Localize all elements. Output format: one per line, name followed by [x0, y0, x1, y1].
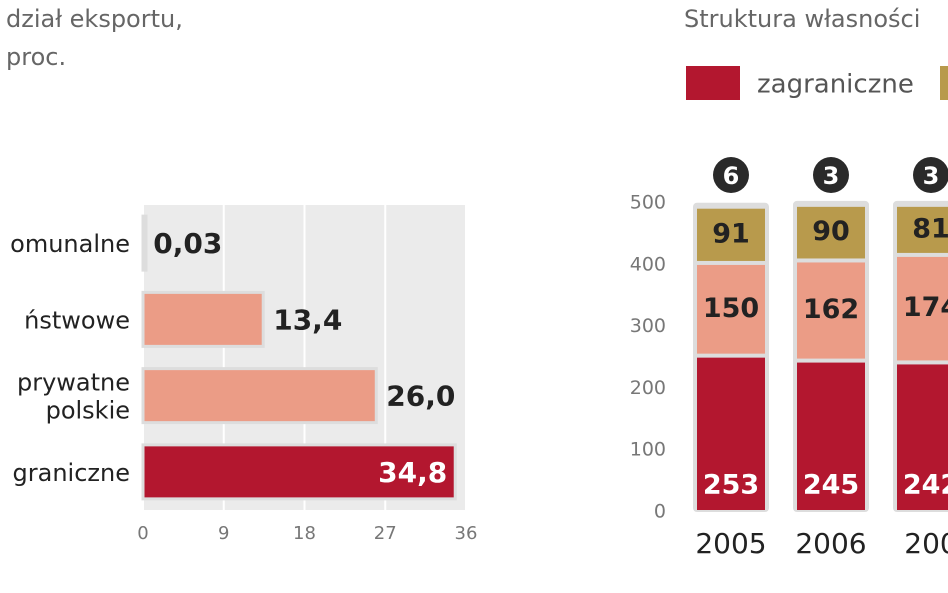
x-tick-label: 36 — [455, 523, 478, 544]
annotation-label: 3 — [923, 162, 940, 190]
segment-label: 90 — [812, 216, 850, 247]
segment-label: 253 — [703, 470, 759, 501]
category-label: ństwowe — [24, 306, 130, 334]
legend-swatch — [940, 66, 948, 100]
bar-segment — [697, 357, 765, 510]
y-tick-label: 300 — [630, 315, 666, 337]
x-tick-label: 18 — [293, 523, 316, 544]
y-tick-label: 500 — [630, 192, 666, 214]
x-tick-label: 27 — [374, 523, 397, 544]
bar-segment — [797, 262, 865, 359]
category-label: omunalne — [10, 230, 130, 258]
annotation-label: 3 — [823, 162, 840, 190]
bar — [141, 214, 148, 272]
value-label: 34,8 — [378, 456, 447, 489]
y-tick-label: 200 — [630, 377, 666, 399]
annotation-label: 6 — [723, 162, 740, 190]
legend-swatch — [686, 66, 740, 100]
bar-segment — [897, 206, 948, 253]
y-tick-label: 400 — [630, 253, 666, 275]
bar — [141, 367, 378, 425]
bar-segment — [897, 364, 948, 510]
y-tick-label: 100 — [630, 439, 666, 461]
annotation-badge — [813, 157, 849, 193]
annotation-badge — [713, 157, 749, 193]
bar-segment — [697, 264, 765, 354]
segment-label: 162 — [803, 294, 859, 325]
bar-segment — [797, 362, 865, 510]
legend-label: zagraniczne — [757, 70, 914, 100]
category-label: graniczne — [13, 459, 130, 487]
value-label: 0,03 — [153, 227, 222, 260]
bar-segment — [797, 206, 865, 259]
chart-title: proc. — [6, 43, 66, 71]
bar-segment — [897, 256, 948, 361]
bar-segment — [697, 208, 765, 261]
segment-label: 174 — [903, 292, 948, 323]
chart-title: Struktura własności — [684, 5, 920, 33]
category-label: prywatne polskie — [17, 369, 130, 425]
x-tick-label: 2006 — [795, 527, 866, 560]
x-tick-label: 9 — [218, 523, 229, 544]
segment-label: 245 — [803, 470, 859, 501]
segment-label: 91 — [712, 218, 750, 249]
chart-title: dział eksportu, — [6, 5, 183, 33]
value-label: 26,0 — [386, 380, 455, 413]
annotation-badge — [913, 157, 948, 193]
x-tick-label: 2005 — [695, 527, 766, 560]
x-tick-label: 0 — [137, 523, 148, 544]
segment-label: 242 — [903, 470, 948, 501]
bar — [141, 443, 457, 501]
segment-label: 81 — [912, 213, 948, 244]
value-label: 13,4 — [273, 303, 342, 336]
x-tick-label: 200 — [904, 527, 948, 560]
bar — [141, 290, 265, 348]
y-tick-label: 0 — [654, 501, 666, 523]
segment-label: 150 — [703, 293, 759, 324]
